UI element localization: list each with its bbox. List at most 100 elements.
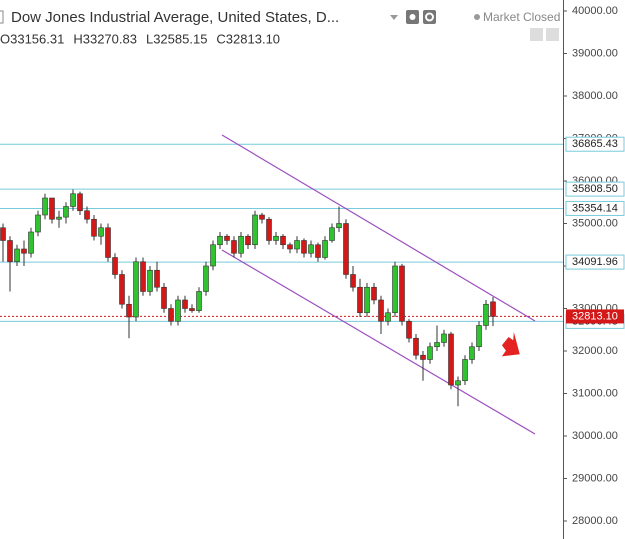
candle-body [252,214,258,246]
candle-body [224,235,230,241]
candle-body [392,265,398,314]
trend-line-upper [221,134,536,322]
candle-body [154,269,160,288]
symbol-icon [0,10,4,24]
level-label-box [565,181,625,197]
eye-icon [409,14,416,20]
candle-body [336,223,342,229]
level-label-box [565,136,625,152]
level-label: 35354.14 [572,202,618,214]
level-label: 35808.50 [572,183,618,195]
candle-body [196,291,202,311]
candle-body [350,274,356,288]
candle-body [273,235,279,241]
candle-body [280,235,286,246]
market-status: Market Closed [483,10,560,24]
candle-body [259,214,265,220]
candle-body [84,210,90,220]
candle-body [126,303,132,318]
ohlc-value: L32585.15 [146,31,207,46]
candle-body [483,303,489,326]
y-tick-label: 40000.00 [572,5,618,17]
y-tick-label: 39000.00 [572,47,618,59]
candle-body [294,240,300,250]
candle-body [140,261,146,292]
candle-body [434,342,440,348]
y-tick-label: 35000.00 [572,217,618,229]
candle-body [77,193,83,212]
candle-body [70,193,76,207]
y-tick-label: 38000.00 [572,90,618,102]
level-label: 36865.43 [572,138,618,150]
candle-body [21,248,27,254]
candle-body [448,333,454,386]
chart-title: Dow Jones Industrial Average, United Sta… [11,9,339,26]
candle-body [371,286,377,301]
candle-body [462,359,468,382]
candle-body [112,257,118,275]
candle-body [182,299,188,309]
candle-body [42,197,48,216]
candle-body [301,240,307,254]
level-label-box [565,254,625,270]
candle-body [490,301,496,317]
candle-body [343,223,349,275]
candle-body [469,346,475,360]
candle-body [0,227,6,241]
candle-body [476,325,482,348]
candle-body [203,265,209,292]
gear-icon [425,12,434,22]
candle-body [287,244,293,250]
ohlc-value: H33270.83 [73,31,137,46]
settings-button[interactable] [423,10,436,24]
candle-body [406,320,412,339]
candle-body [427,346,433,360]
y-tick-label: 28000.00 [572,515,618,527]
candle-body [245,235,251,246]
candle-body [161,286,167,309]
trend-line-lower [221,249,536,435]
candle-body [322,240,328,258]
dropdown-icon[interactable] [390,15,398,20]
candle-body [133,261,139,318]
candle-body [91,218,97,237]
candle-body [147,269,153,292]
candle-body [56,216,62,220]
candle-body [266,218,272,241]
candle-body [238,235,244,254]
level-label: 34091.96 [572,256,618,268]
candle-body [119,274,125,305]
candle-body [385,312,391,322]
candle-body [364,286,370,314]
candle-body [63,206,69,218]
candle-body [105,227,111,258]
scroll-button[interactable] [546,28,559,41]
last-price-label: 32813.10 [572,310,618,322]
candle-body [217,235,223,246]
candle-body [441,333,447,343]
candle-body [399,265,405,322]
candle-body [378,299,384,322]
candle-body [315,244,321,258]
candle-body [308,244,314,254]
scroll-button[interactable] [530,28,543,41]
candle-body [168,308,174,322]
candle-body [210,244,216,267]
candle-body [175,299,181,322]
y-tick-label: 30000.00 [572,430,618,442]
candle-body [420,354,426,360]
ohlc-value: O33156.31 [0,31,64,46]
candle-body [329,227,335,241]
y-tick-label: 31000.00 [572,387,618,399]
candle-body [7,240,13,263]
y-tick-label: 29000.00 [572,472,618,484]
level-label-box [565,200,625,216]
candle-body [98,227,104,237]
ohlc-value: C32813.10 [216,31,280,46]
candle-body [14,248,20,263]
candle-body [231,240,237,254]
candle-body [35,214,41,233]
candle-body [413,337,419,356]
